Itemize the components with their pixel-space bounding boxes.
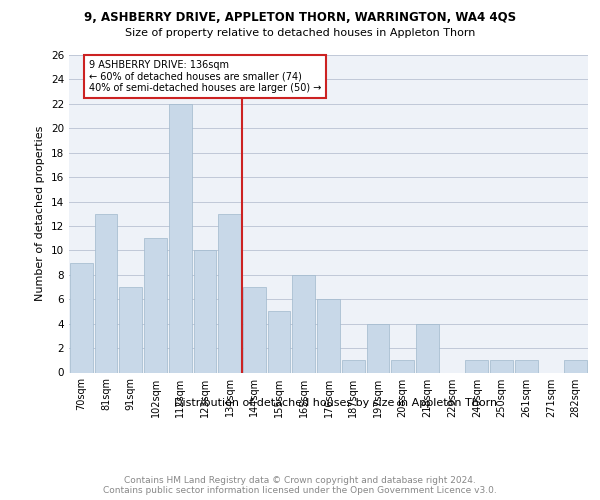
Bar [243, 287, 266, 372]
Bar [194, 250, 216, 372]
Text: 9, ASHBERRY DRIVE, APPLETON THORN, WARRINGTON, WA4 4QS: 9, ASHBERRY DRIVE, APPLETON THORN, WARRI… [84, 11, 516, 24]
Bar [564, 360, 587, 372]
Text: Distribution of detached houses by size in Appleton Thorn: Distribution of detached houses by size … [175, 398, 497, 407]
Text: Contains HM Land Registry data © Crown copyright and database right 2024.: Contains HM Land Registry data © Crown c… [124, 476, 476, 485]
Text: 9 ASHBERRY DRIVE: 136sqm
← 60% of detached houses are smaller (74)
40% of semi-d: 9 ASHBERRY DRIVE: 136sqm ← 60% of detach… [89, 60, 321, 93]
Y-axis label: Number of detached properties: Number of detached properties [35, 126, 46, 302]
Text: Contains public sector information licensed under the Open Government Licence v3: Contains public sector information licen… [103, 486, 497, 495]
Bar [119, 287, 142, 372]
Bar [317, 299, 340, 372]
Bar [515, 360, 538, 372]
Bar [490, 360, 513, 372]
Bar [169, 104, 191, 372]
Bar [292, 275, 315, 372]
Bar [391, 360, 414, 372]
Bar [268, 312, 290, 372]
Bar [466, 360, 488, 372]
Bar [416, 324, 439, 372]
Bar [144, 238, 167, 372]
Bar [342, 360, 365, 372]
Bar [95, 214, 118, 372]
Bar [70, 262, 93, 372]
Bar [367, 324, 389, 372]
Text: Size of property relative to detached houses in Appleton Thorn: Size of property relative to detached ho… [125, 28, 475, 38]
Bar [218, 214, 241, 372]
